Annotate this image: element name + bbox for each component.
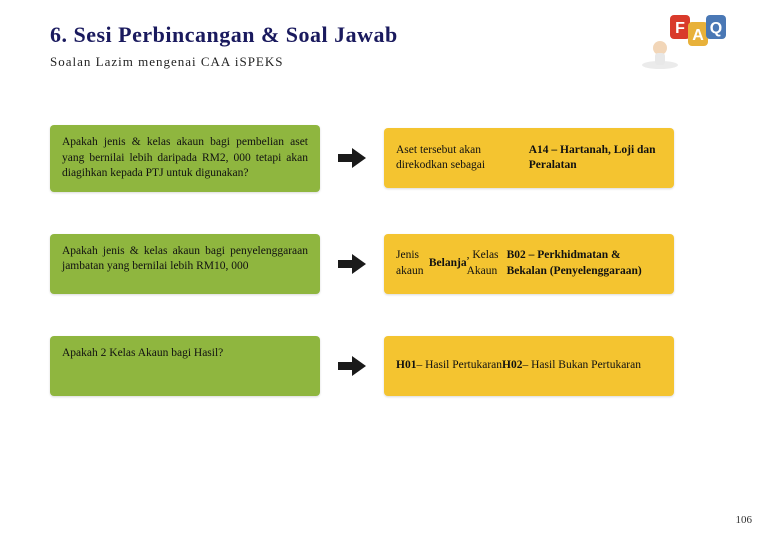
svg-text:F: F	[675, 20, 685, 37]
answer-box: Jenis akaun Belanja, Kelas Akaun B02 – P…	[384, 234, 674, 294]
question-box: Apakah jenis & kelas akaun bagi pembelia…	[50, 125, 320, 192]
arrow-icon	[334, 354, 370, 378]
arrow-icon	[334, 146, 370, 170]
svg-text:A: A	[692, 27, 704, 44]
answer-box: Aset tersebut akan direkodkan sebagai A1…	[384, 128, 674, 188]
qa-row: Apakah jenis & kelas akaun bagi penyelen…	[50, 234, 730, 294]
question-box: Apakah jenis & kelas akaun bagi penyelen…	[50, 234, 320, 294]
faq-icon: F A Q	[640, 10, 730, 70]
page-number: 106	[736, 514, 753, 526]
svg-text:Q: Q	[710, 20, 722, 37]
page-subtitle: Soalan Lazim mengenai CAA iSPEKS	[50, 54, 730, 70]
qa-row: Apakah 2 Kelas Akaun bagi Hasil? H01 – H…	[50, 336, 730, 396]
qa-rows: Apakah jenis & kelas akaun bagi pembelia…	[50, 125, 730, 396]
arrow-icon	[334, 252, 370, 276]
page-title: 6. Sesi Perbincangan & Soal Jawab	[50, 22, 730, 48]
question-box: Apakah 2 Kelas Akaun bagi Hasil?	[50, 336, 320, 396]
answer-box: H01 – Hasil PertukaranH02 – Hasil Bukan …	[384, 336, 674, 396]
qa-row: Apakah jenis & kelas akaun bagi pembelia…	[50, 125, 730, 192]
